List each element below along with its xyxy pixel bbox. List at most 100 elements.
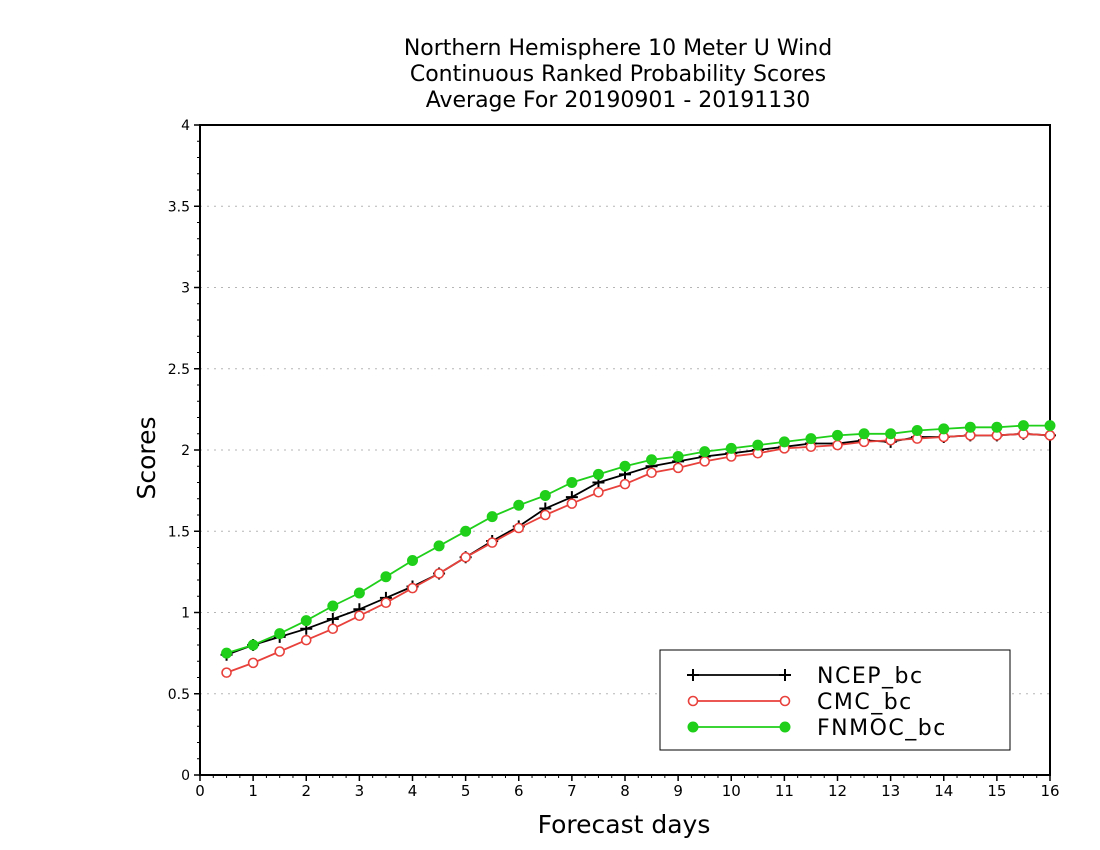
data-point-NCEP_bc-4: [326, 613, 339, 625]
data-point-FNMOC_bc-22: [805, 433, 817, 445]
x-tick-label-11: 11: [775, 782, 794, 800]
data-point-CMC_bc-14: [593, 486, 604, 498]
data-point-CMC_bc-15: [619, 478, 631, 490]
y-tick-label-7: 3.5: [168, 199, 190, 215]
x-tick-label-5: 5: [461, 782, 471, 800]
data-point-FNMOC_bc-7: [407, 555, 418, 566]
chart-title-line-2: Continuous Ranked Probability Scores: [409, 62, 827, 87]
y-tick-label-8: 4: [181, 118, 190, 134]
data-point-CMC_bc-0: [221, 667, 232, 678]
data-point-CMC_bc-12: [540, 509, 551, 521]
data-point-FNMOC_bc-1: [247, 639, 259, 651]
legend-marker-start: [687, 721, 699, 733]
x-tick-label-2: 2: [301, 782, 311, 800]
x-tick-label-1: 1: [248, 782, 258, 800]
data-point-FNMOC_bc-27: [938, 423, 950, 435]
data-point-FNMOC_bc-14: [592, 468, 604, 480]
data-point-CMC_bc-2: [274, 646, 285, 657]
data-point-FNMOC_bc-12: [539, 490, 551, 501]
data-point-FNMOC_bc-31: [1044, 420, 1056, 432]
data-point-FNMOC_bc-19: [725, 442, 737, 454]
x-tick-label-9: 9: [673, 782, 683, 800]
data-point-CMC_bc-31: [1044, 430, 1056, 441]
x-tick-label-0: 0: [195, 782, 205, 800]
data-point-FNMOC_bc-25: [885, 428, 897, 440]
data-point-CMC_bc-3: [300, 634, 312, 646]
y-axis-label: Scores: [132, 416, 161, 499]
legend-label-NCEP_bc: NCEP_bc: [817, 664, 924, 689]
data-point-CMC_bc-16: [646, 467, 657, 479]
x-tick-label-4: 4: [408, 782, 418, 800]
data-point-CMC_bc-17: [672, 462, 684, 474]
legend-label-FNMOC_bc: FNMOC_bc: [817, 716, 947, 741]
data-point-FNMOC_bc-13: [566, 477, 578, 488]
y-tick-label-1: 0.5: [168, 687, 190, 703]
data-point-FNMOC_bc-11: [513, 499, 525, 511]
series-FNMOC_bc: [221, 420, 1056, 659]
axes: 0 1 2 3 4 5 6 7 8 9 10 11 12 13 14 15 1600.511.522.533.5…: [168, 118, 1060, 800]
y-tick-label-6: 3: [181, 281, 190, 297]
legend-box: [659, 649, 1011, 751]
x-tick-label-15: 15: [987, 782, 1006, 800]
data-point-CMC_bc-11: [513, 522, 525, 534]
data-point-FNMOC_bc-6: [380, 571, 392, 583]
x-tick-label-6: 6: [514, 782, 524, 800]
data-point-FNMOC_bc-20: [752, 439, 764, 451]
legend-marker-end: [779, 669, 791, 681]
data-point-CMC_bc-10: [486, 537, 498, 548]
chart-title-line-1: Northern Hemisphere 10 Meter U Wind: [403, 36, 833, 61]
x-axis-label: Forecast days: [538, 810, 711, 839]
data-point-CMC_bc-8: [433, 568, 445, 579]
data-point-FNMOC_bc-16: [646, 454, 658, 466]
x-tick-label-12: 12: [828, 782, 847, 800]
legend-marker-end: [779, 695, 791, 707]
data-point-FNMOC_bc-8: [433, 540, 445, 552]
data-point-FNMOC_bc-17: [672, 451, 684, 462]
data-point-FNMOC_bc-15: [619, 460, 631, 472]
data-point-FNMOC_bc-26: [911, 425, 923, 436]
x-tick-label-16: 16: [1040, 782, 1059, 800]
data-point-CMC_bc-13: [566, 498, 578, 509]
legend-marker-end: [779, 721, 791, 733]
data-point-FNMOC_bc-28: [964, 421, 976, 433]
data-point-CMC_bc-5: [354, 610, 365, 622]
legend-item-NCEP_bc: NCEP_bc: [687, 664, 924, 689]
data-point-FNMOC_bc-2: [274, 628, 286, 640]
series-line-FNMOC_bc: [226, 424, 1050, 654]
series-line-NCEP_bc: [226, 432, 1051, 656]
x-tick-label-7: 7: [567, 782, 577, 800]
data-point-FNMOC_bc-30: [1017, 420, 1029, 432]
data-point-FNMOC_bc-21: [778, 436, 790, 448]
y-tick-label-5: 2.5: [168, 362, 190, 378]
data-point-FNMOC_bc-23: [832, 429, 843, 441]
y-tick-label-2: 1: [181, 606, 190, 622]
x-tick-label-8: 8: [620, 782, 630, 800]
series-CMC_bc: [221, 428, 1056, 678]
legend-label-CMC_bc: CMC_bc: [817, 690, 913, 715]
data-point-CMC_bc-4: [327, 623, 339, 635]
x-tick-label-10: 10: [722, 782, 741, 800]
data-point-FNMOC_bc-29: [991, 421, 1003, 433]
data-point-CMC_bc-18: [699, 456, 710, 467]
series-lines: [220, 420, 1056, 678]
data-point-FNMOC_bc-4: [327, 600, 339, 612]
x-tick-label-13: 13: [881, 782, 900, 800]
legend-item-FNMOC_bc: FNMOC_bc: [687, 716, 947, 741]
data-point-FNMOC_bc-18: [699, 446, 711, 458]
data-point-FNMOC_bc-3: [300, 615, 312, 627]
chart-title-line-3: Average For 20190901 - 20191130: [425, 88, 811, 113]
data-point-FNMOC_bc-0: [221, 647, 233, 659]
grid-lines: [200, 205, 1050, 695]
data-point-CMC_bc-6: [380, 597, 392, 609]
legend-marker-start: [687, 669, 699, 681]
legend-marker-start: [687, 695, 699, 707]
data-point-FNMOC_bc-5: [353, 587, 365, 599]
data-point-FNMOC_bc-10: [486, 511, 498, 523]
x-tick-label-14: 14: [934, 782, 953, 800]
legend-item-CMC_bc: CMC_bc: [687, 690, 913, 715]
data-point-CMC_bc-9: [460, 551, 471, 563]
x-tick-label-3: 3: [355, 782, 365, 800]
data-point-FNMOC_bc-24: [858, 428, 870, 440]
